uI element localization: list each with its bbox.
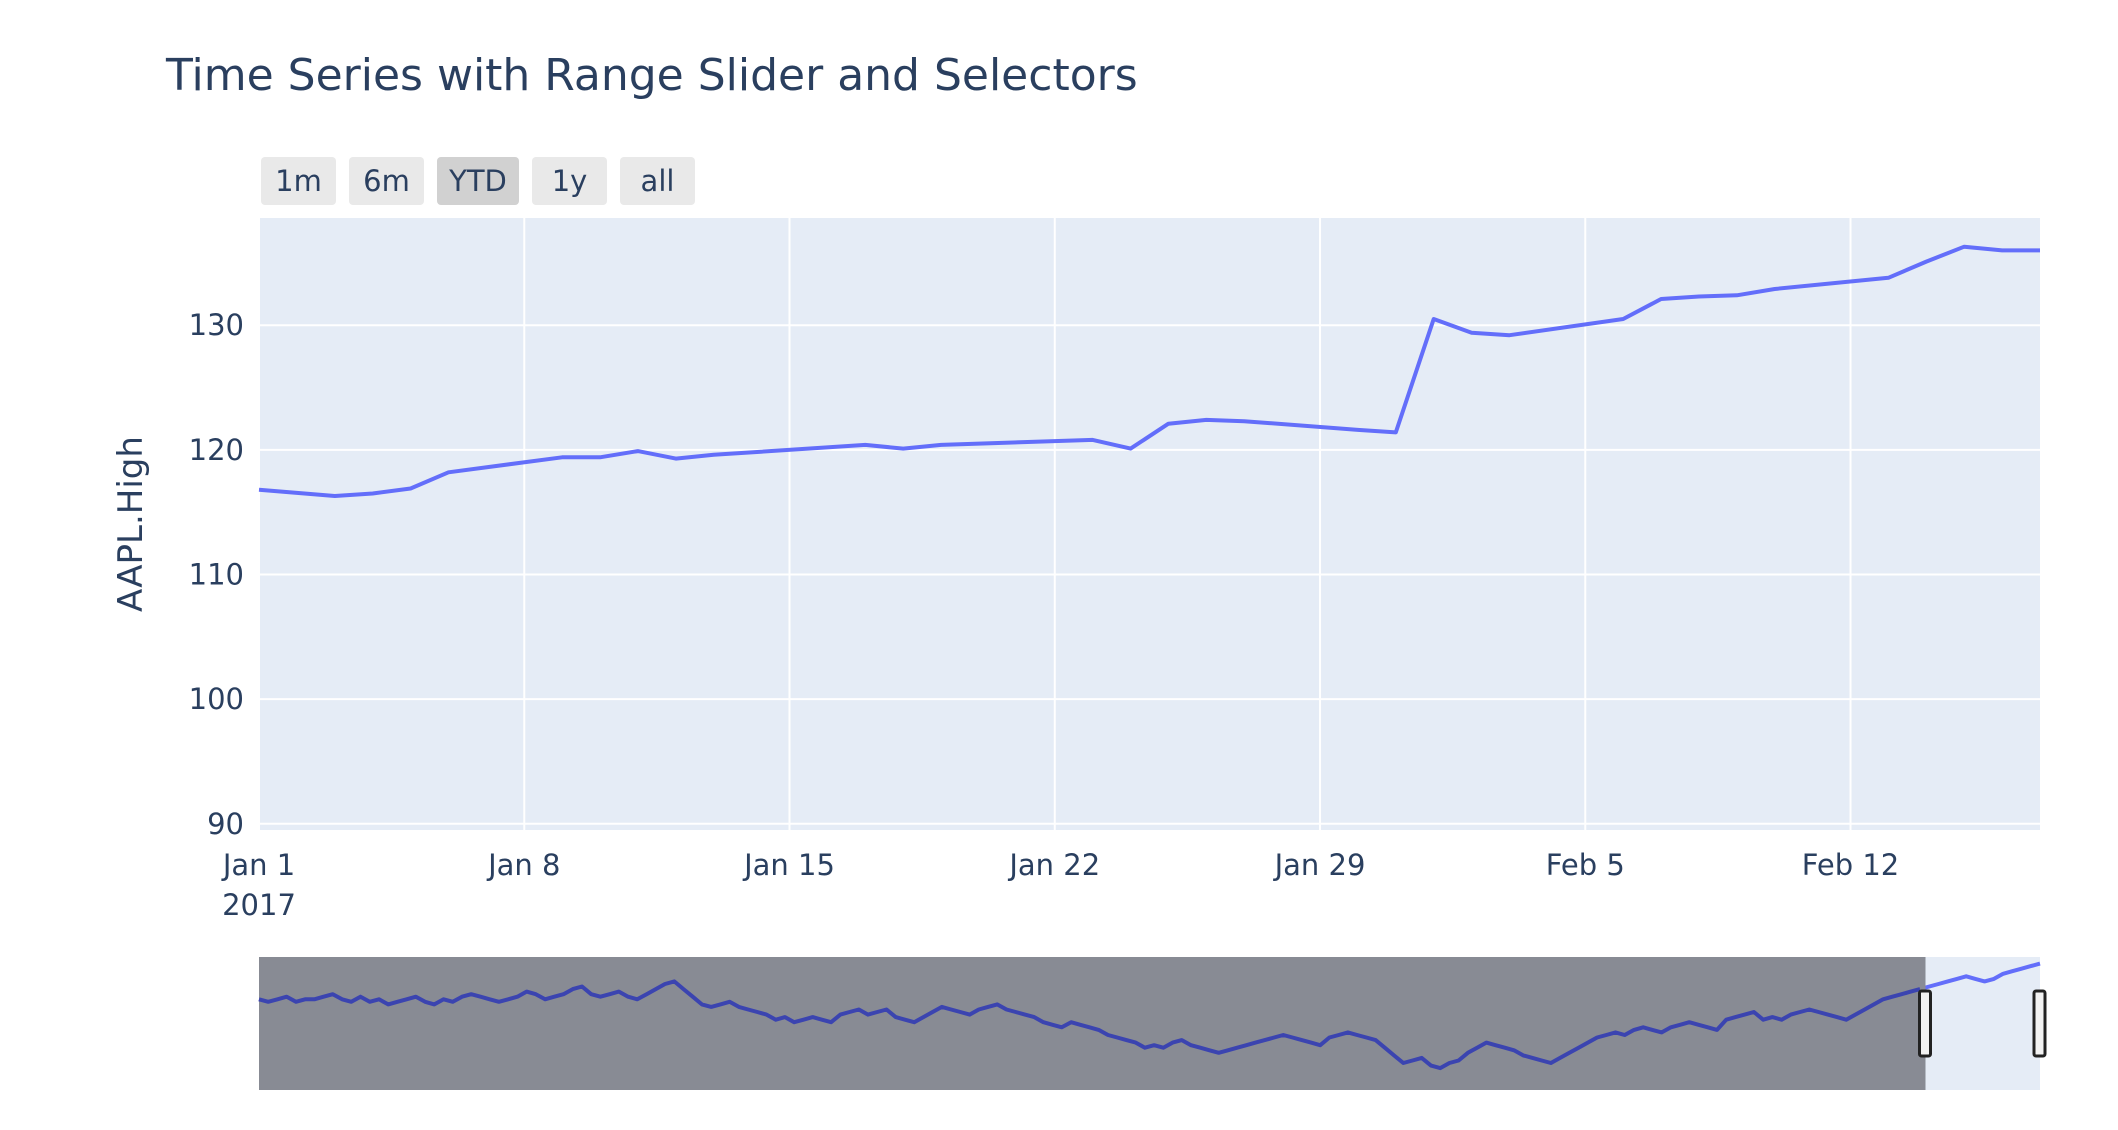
grid-lines xyxy=(258,218,2040,830)
y-axis-title: AAPL.High xyxy=(111,436,151,612)
x-tick-label: Jan 1 xyxy=(221,848,295,882)
x-tick-label: Jan 8 xyxy=(486,848,560,882)
x-tick-sublabel: 2017 xyxy=(222,888,296,922)
y-tick-label: 90 xyxy=(207,807,244,841)
range-button-label: 1m xyxy=(275,164,322,198)
series-line-aapl-high xyxy=(258,244,2040,498)
range-slider-handle-right[interactable] xyxy=(2032,989,2047,1058)
y-tick-label: 100 xyxy=(189,682,244,716)
range-button-bg xyxy=(532,157,607,205)
range-button-bg xyxy=(261,157,336,205)
series-layer xyxy=(258,244,2040,498)
range-button-bg xyxy=(437,157,519,205)
x-tick-label: Feb 5 xyxy=(1546,848,1625,882)
range-button-bg xyxy=(620,157,695,205)
plot-area xyxy=(259,218,2040,830)
range-slider[interactable] xyxy=(258,957,2047,1090)
x-tick-label: Jan 15 xyxy=(742,848,835,882)
range-button-all[interactable]: all xyxy=(620,157,695,205)
range-slider-handle-left[interactable] xyxy=(1918,989,1932,1058)
range-button-label: YTD xyxy=(448,164,507,198)
range-button-ytd[interactable]: YTD xyxy=(437,157,519,205)
range-button-label: 1y xyxy=(552,164,588,198)
y-axis-ticks: 90 100 110 120 130 xyxy=(189,308,244,841)
x-tick-label: Jan 22 xyxy=(1007,848,1100,882)
y-tick-label: 110 xyxy=(189,557,244,591)
y-tick-label: 130 xyxy=(189,308,244,342)
range-button-1y[interactable]: 1y xyxy=(532,157,607,205)
range-button-1m[interactable]: 1m xyxy=(261,157,336,205)
y-tick-label: 120 xyxy=(189,433,244,467)
range-selector-buttons: 1m 6m YTD 1y all xyxy=(261,157,695,205)
range-slider-series-line-masked xyxy=(258,979,1921,1071)
x-tick-label: Feb 12 xyxy=(1802,848,1899,882)
range-button-label: all xyxy=(641,164,675,198)
range-button-bg xyxy=(349,157,424,205)
range-slider-mask-left xyxy=(259,957,1926,1090)
chart-title: Time Series with Range Slider and Select… xyxy=(165,50,1138,101)
range-button-6m[interactable]: 6m xyxy=(349,157,424,205)
x-tick-label: Jan 29 xyxy=(1273,848,1366,882)
range-button-label: 6m xyxy=(363,164,410,198)
x-axis-ticks: Jan 1 2017 Jan 8 Jan 15 Jan 22 Jan 29 Feb 5 Feb… xyxy=(221,848,1899,922)
